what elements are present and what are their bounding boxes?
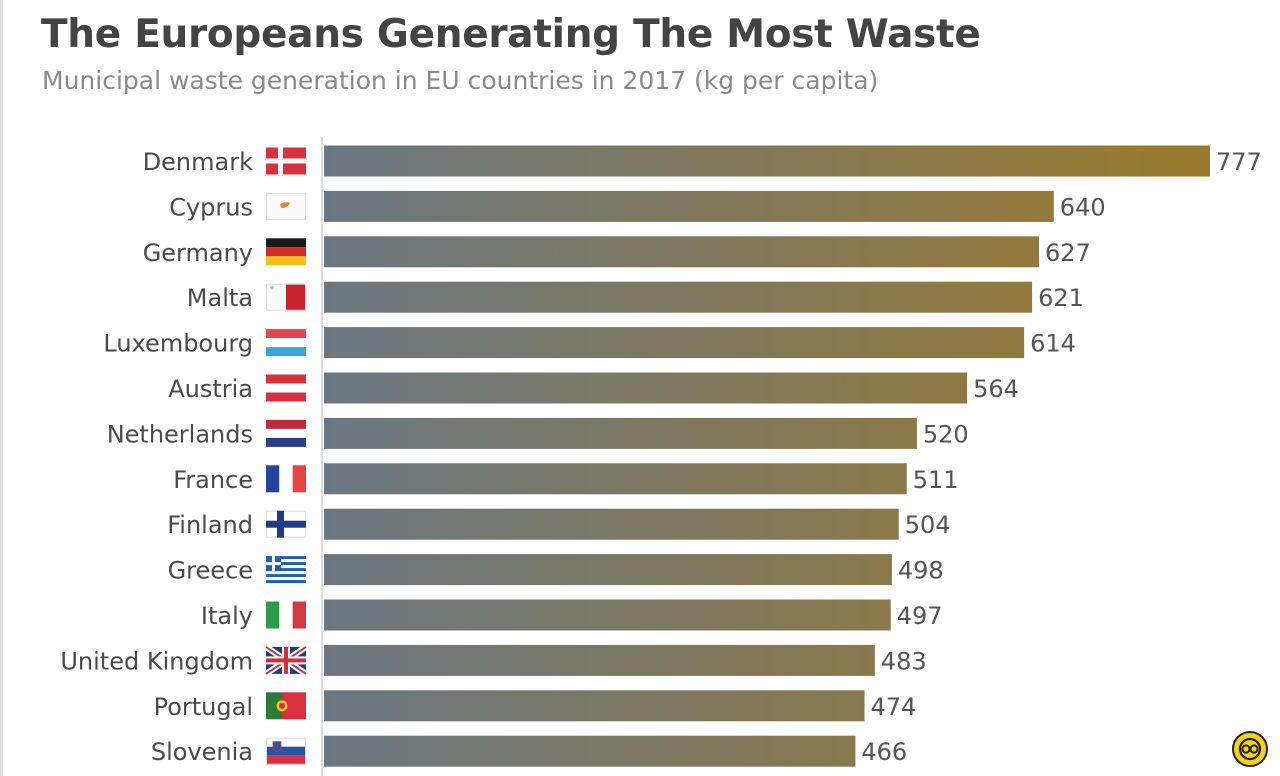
category-label: Greece <box>168 557 253 585</box>
bar-cyprus <box>324 190 1054 222</box>
category-label: Netherlands <box>107 420 253 448</box>
chart-title: The Europeans Generating The Most Waste <box>41 12 981 57</box>
category-label: Cyprus <box>169 193 253 221</box>
value-label: 564 <box>973 375 1019 403</box>
brand-logo-icon <box>1232 731 1268 767</box>
flags-layer <box>264 147 308 765</box>
category-label: Germany <box>143 239 253 267</box>
value-label: 621 <box>1038 284 1084 312</box>
france-flag-icon <box>266 465 306 493</box>
category-label: Portugal <box>154 693 253 721</box>
value-label: 498 <box>898 557 944 585</box>
category-label: Slovenia <box>151 738 253 766</box>
bars-layer <box>324 145 1210 767</box>
germany-flag-icon <box>266 238 306 266</box>
bar-portugal <box>324 690 865 722</box>
labels-layer: 777 Denmark 640 Cyprus 627 Germany 621 Malta 614… <box>60 148 1261 766</box>
category-label: Austria <box>168 375 253 403</box>
bar-united-kingdom <box>324 644 875 676</box>
cyprus-flag-icon <box>266 192 306 220</box>
value-label: 474 <box>871 693 917 721</box>
value-label: 777 <box>1216 148 1262 176</box>
category-label: United Kingdom <box>60 647 253 675</box>
united-kingdom-flag-icon <box>264 644 308 677</box>
bar-finland <box>324 508 899 540</box>
category-label: France <box>173 466 253 494</box>
value-label: 640 <box>1060 193 1106 221</box>
greece-flag-icon <box>266 556 306 584</box>
bar-italy <box>324 599 891 631</box>
value-label: 497 <box>897 602 943 630</box>
value-label: 627 <box>1045 239 1091 267</box>
bar-malta <box>324 281 1033 313</box>
bar-slovenia <box>324 735 856 767</box>
category-label: Finland <box>167 511 253 539</box>
chart-subtitle: Municipal waste generation in EU countri… <box>42 66 879 95</box>
bar-luxembourg <box>324 327 1025 359</box>
category-label: Italy <box>201 602 253 630</box>
italy-flag-icon <box>266 601 306 629</box>
denmark-flag-icon <box>266 147 306 175</box>
bar-germany <box>324 236 1039 268</box>
slovenia-flag-icon <box>266 737 306 765</box>
value-label: 520 <box>923 420 969 448</box>
category-label: Malta <box>187 284 253 312</box>
bar-austria <box>324 372 968 404</box>
bar-denmark <box>324 145 1210 177</box>
bar-netherlands <box>324 417 917 449</box>
value-label: 614 <box>1030 330 1076 358</box>
portugal-flag-icon <box>266 692 306 720</box>
luxembourg-flag-icon <box>266 329 306 357</box>
bar-greece <box>324 554 892 586</box>
austria-flag-icon <box>266 374 306 402</box>
finland-flag-icon <box>266 510 306 538</box>
value-label: 466 <box>861 738 907 766</box>
category-label: Denmark <box>143 148 253 176</box>
category-label: Luxembourg <box>103 330 253 358</box>
value-label: 511 <box>913 466 959 494</box>
value-label: 504 <box>905 511 951 539</box>
netherlands-flag-icon <box>266 419 306 447</box>
bar-france <box>324 463 907 495</box>
bar-chart: 777 Denmark 640 Cyprus 627 Germany 621 Malta 614… <box>60 137 1262 776</box>
malta-flag-icon <box>266 283 306 311</box>
value-label: 483 <box>881 647 927 675</box>
